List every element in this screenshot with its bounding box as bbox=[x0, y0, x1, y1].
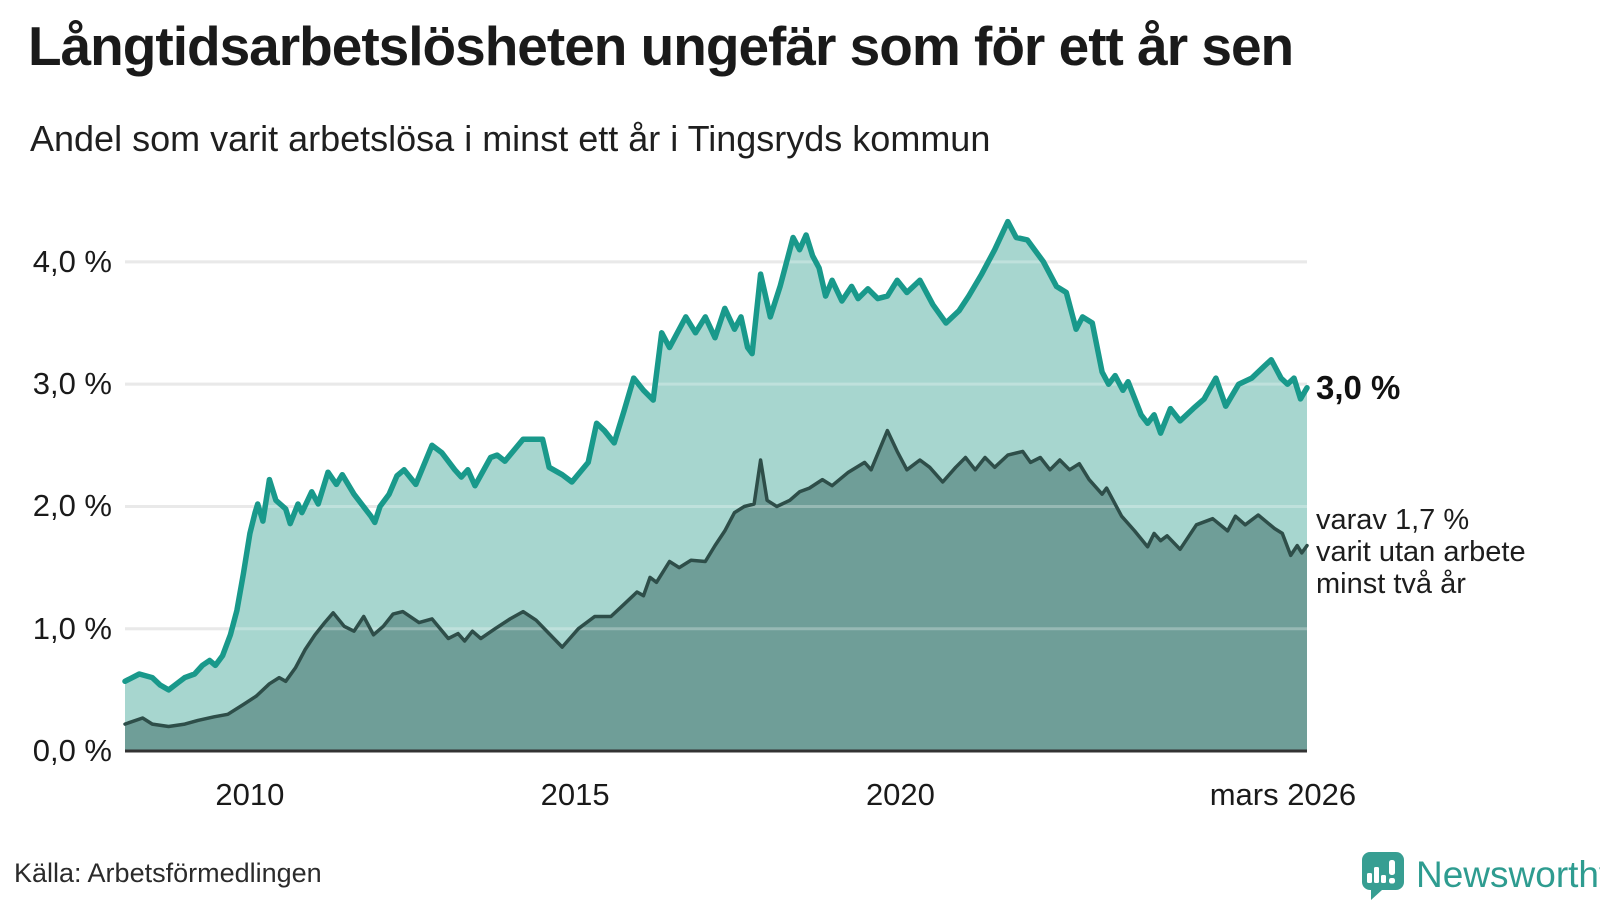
y-axis-label: 3,0 % bbox=[32, 366, 112, 402]
annotation-line: varit utan arbete bbox=[1316, 536, 1526, 568]
x-axis-label: 2010 bbox=[215, 777, 285, 812]
line-two-years bbox=[123, 428, 1309, 729]
page-title: Långtidsarbetslösheten ungefär som för e… bbox=[28, 15, 1294, 77]
y-axis-label: 2,0 % bbox=[32, 488, 112, 524]
brand-name: Newsworthy bbox=[1416, 854, 1600, 895]
annotation-line: varav 1,7 % bbox=[1316, 504, 1470, 536]
y-axis-label: 4,0 % bbox=[32, 243, 112, 279]
x-axis-label: 2020 bbox=[865, 777, 935, 812]
x-axis-label: 2015 bbox=[540, 777, 610, 812]
area-fill-two-years bbox=[125, 430, 1307, 751]
annotation-line: minst två år bbox=[1316, 568, 1466, 600]
page-subtitle: Andel som varit arbetslösa i minst ett å… bbox=[30, 118, 991, 159]
brand-logo: Newsworthy bbox=[1358, 850, 1600, 900]
x-axis-label: mars 2026 bbox=[1209, 777, 1357, 812]
series-end-value-label: 3,0 % bbox=[1316, 368, 1401, 406]
y-axis-label: 1,0 % bbox=[32, 610, 112, 646]
source-credit: Källa: Arbetsförmedlingen bbox=[14, 858, 322, 888]
y-axis-label: 0,0 % bbox=[32, 733, 112, 768]
line-total bbox=[122, 218, 1310, 693]
newsworthy-icon bbox=[1362, 852, 1404, 900]
series-annotation: varav 1,7 % varit utan arbete minst två … bbox=[1316, 504, 1526, 600]
